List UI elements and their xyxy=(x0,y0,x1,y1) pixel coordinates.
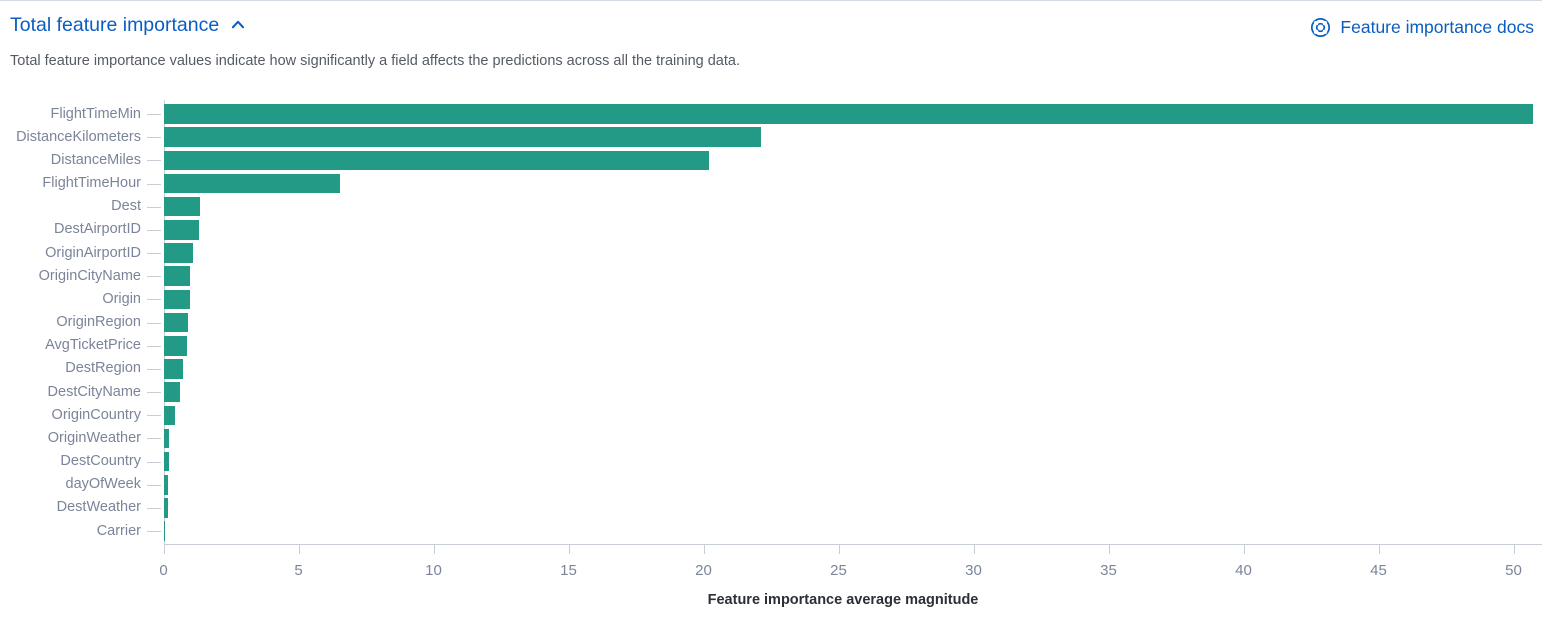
y-axis-label: DistanceMiles xyxy=(50,151,141,168)
y-axis-tick xyxy=(147,183,161,185)
bar[interactable] xyxy=(164,521,166,541)
y-axis-label: AvgTicketPrice xyxy=(45,337,141,354)
x-axis-tick-label: 10 xyxy=(425,562,442,579)
y-axis-label: OriginRegion xyxy=(56,314,141,331)
y-axis-label: DestRegion xyxy=(65,360,141,377)
bar[interactable] xyxy=(164,405,176,425)
y-axis-label: DestCityName xyxy=(47,383,141,400)
bar[interactable] xyxy=(164,428,170,449)
x-axis-tick-label: 45 xyxy=(1370,562,1387,579)
bar[interactable] xyxy=(164,150,710,171)
y-axis-tick xyxy=(147,160,161,162)
x-axis-tick-label: 50 xyxy=(1505,562,1522,579)
x-axis-title: Feature importance average magnitude xyxy=(707,592,979,608)
y-axis-label: OriginCityName xyxy=(38,267,141,284)
y-axis-label: FlightTimeMin xyxy=(50,105,141,122)
y-axis-tick xyxy=(147,461,161,463)
y-axis-label: dayOfWeek xyxy=(65,476,142,493)
bar[interactable] xyxy=(164,289,190,310)
total-feature-importance-accordion-toggle[interactable]: Total feature importance xyxy=(10,12,247,38)
y-axis-tick xyxy=(147,484,161,486)
lifebuoy-icon[interactable] xyxy=(1310,17,1331,38)
y-axis-label: DestCountry xyxy=(60,453,141,470)
y-axis-tick xyxy=(147,531,161,533)
x-axis-tick xyxy=(568,543,570,554)
x-axis-tick-label: 35 xyxy=(1100,562,1117,579)
bar[interactable] xyxy=(164,498,168,518)
bar[interactable] xyxy=(164,104,1533,124)
x-axis-tick xyxy=(703,543,705,554)
y-axis-tick xyxy=(147,229,161,231)
y-axis-tick xyxy=(147,206,161,208)
x-axis-tick xyxy=(838,543,840,554)
y-axis-tick xyxy=(147,438,161,440)
x-axis-line xyxy=(163,543,1542,545)
bar[interactable] xyxy=(164,451,169,472)
x-axis-tick-label: 0 xyxy=(159,562,168,579)
bar[interactable] xyxy=(164,173,340,194)
bar[interactable] xyxy=(164,475,169,495)
y-axis-tick xyxy=(147,392,161,394)
y-axis-tick xyxy=(147,114,161,116)
y-axis-label: OriginCountry xyxy=(51,406,141,423)
y-axis-tick xyxy=(147,322,161,324)
x-axis-tick-label: 20 xyxy=(695,562,712,579)
y-axis-tick xyxy=(147,299,161,301)
y-axis-tick xyxy=(147,415,161,417)
x-axis-tick xyxy=(433,543,435,554)
bar[interactable] xyxy=(164,266,191,286)
y-axis-label: OriginAirportID xyxy=(45,244,141,261)
y-axis-tick xyxy=(147,276,161,278)
y-axis-tick xyxy=(147,345,161,347)
bar[interactable] xyxy=(164,243,193,263)
y-axis-tick xyxy=(147,368,161,370)
y-axis-tick xyxy=(147,137,161,139)
y-axis-label: Carrier xyxy=(96,522,141,539)
y-axis-tick xyxy=(147,507,161,509)
y-axis-tick xyxy=(147,253,161,255)
x-axis-tick xyxy=(973,543,975,554)
panel-top-border xyxy=(0,0,1542,1)
panel-description: Total feature importance values indicate… xyxy=(10,53,740,69)
x-axis-tick-label: 30 xyxy=(965,562,982,579)
x-axis-tick xyxy=(1378,543,1380,554)
bar[interactable] xyxy=(164,127,761,147)
x-axis-tick xyxy=(163,543,165,554)
x-axis-tick-label: 40 xyxy=(1235,562,1252,579)
bar[interactable] xyxy=(164,220,200,240)
x-axis-tick-label: 5 xyxy=(294,562,303,579)
x-axis-tick-label: 15 xyxy=(560,562,577,579)
bar[interactable] xyxy=(164,359,183,379)
y-axis-label: OriginWeather xyxy=(47,429,141,446)
y-axis-label: DistanceKilometers xyxy=(16,128,141,145)
chevron-up-icon xyxy=(229,16,247,37)
y-axis-label: DestAirportID xyxy=(53,221,141,238)
x-axis-tick xyxy=(298,543,300,554)
x-axis-tick-label: 25 xyxy=(830,562,847,579)
feature-importance-docs-link[interactable]: Feature importance docs xyxy=(1310,15,1534,39)
bar[interactable] xyxy=(164,312,189,333)
x-axis-tick xyxy=(1108,543,1110,554)
y-axis-label: DestWeather xyxy=(56,499,141,516)
bar[interactable] xyxy=(164,336,187,356)
x-axis-tick xyxy=(1243,543,1245,554)
y-axis-label: Dest xyxy=(111,198,141,215)
y-axis-label: Origin xyxy=(102,290,141,307)
docs-link-label: Feature importance docs xyxy=(1340,17,1534,37)
y-axis-label: FlightTimeHour xyxy=(42,175,141,192)
x-axis-tick xyxy=(1513,543,1515,554)
bar[interactable] xyxy=(164,196,201,217)
panel-title: Total feature importance xyxy=(10,14,220,36)
bar[interactable] xyxy=(164,382,181,402)
